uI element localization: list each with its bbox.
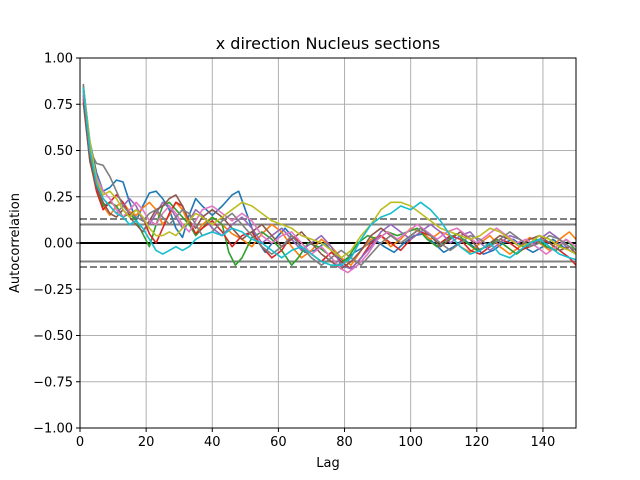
y-tick-label: −1.00	[33, 422, 73, 437]
y-tick-label: 0.50	[44, 144, 73, 159]
series-group	[82, 83, 576, 274]
x-tick-label: 0	[76, 435, 84, 450]
x-axis-label: Lag	[316, 456, 339, 471]
x-tick-label: 40	[204, 435, 221, 450]
x-tick-label: 60	[270, 435, 287, 450]
y-tick-label: −0.25	[33, 283, 73, 298]
y-tick-label: 1.00	[44, 52, 73, 67]
y-axis-label: Autocorrelation	[8, 193, 23, 293]
y-axis-ticks: −1.00 −0.75 −0.50 −0.25 0.00 0.25 0.50 0.75 1.00	[33, 52, 80, 437]
series-line-2	[82, 94, 576, 266]
y-tick-label: 0.75	[44, 98, 73, 113]
x-tick-label: 20	[138, 435, 155, 450]
series-line-9	[82, 87, 576, 259]
x-axis-ticks: 0 20 40 60 80 100 120 140	[76, 428, 555, 450]
x-tick-label: 80	[336, 435, 353, 450]
y-tick-label: 0.25	[44, 190, 73, 205]
x-tick-label: 100	[398, 435, 423, 450]
x-tick-label: 140	[531, 435, 556, 450]
y-tick-label: −0.50	[33, 329, 73, 344]
x-tick-label: 120	[464, 435, 489, 450]
chart-title: x direction Nucleus sections	[216, 34, 440, 53]
y-tick-label: 0.00	[44, 237, 73, 252]
y-tick-label: −0.75	[33, 375, 73, 390]
series-line-7	[82, 89, 576, 274]
series-line-10	[82, 87, 576, 266]
